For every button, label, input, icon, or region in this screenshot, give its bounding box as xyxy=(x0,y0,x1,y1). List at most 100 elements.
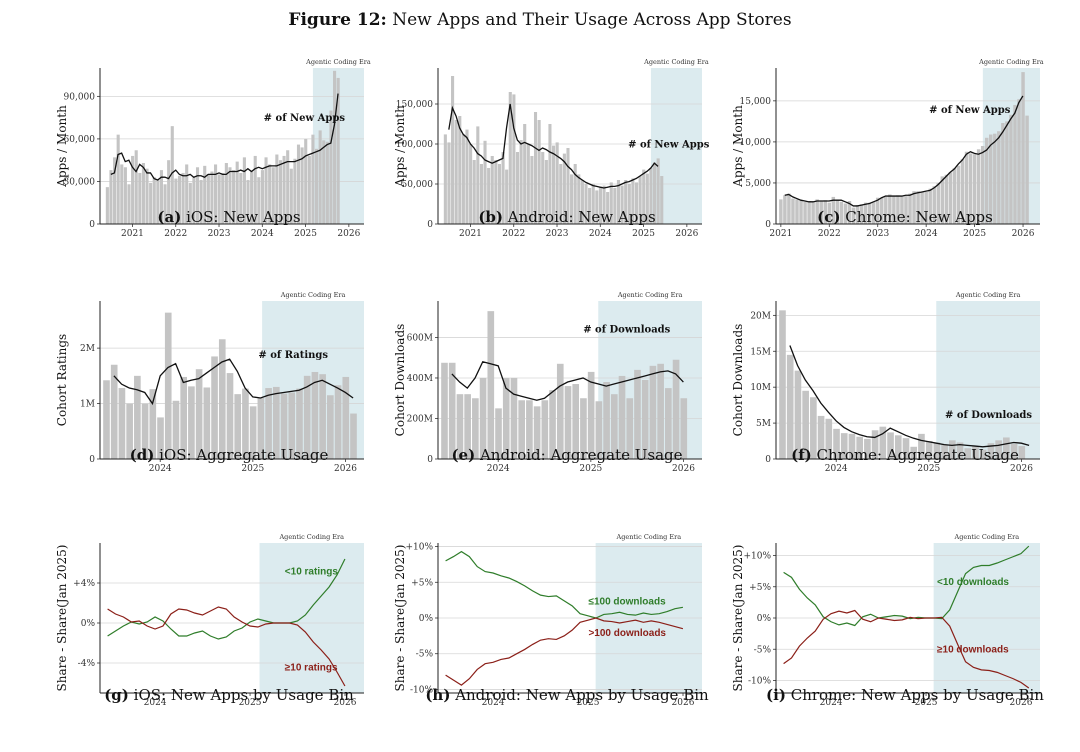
bar-c-57 xyxy=(1009,114,1013,224)
bar-f-17 xyxy=(910,446,918,459)
xtick-label-g-2: 2026 xyxy=(334,698,357,708)
ylabel-f: Cohort Downloads xyxy=(731,324,745,437)
annotation-d: # of Ratings xyxy=(258,350,328,361)
bar-b-6 xyxy=(465,129,469,224)
bar-f-5 xyxy=(817,415,825,459)
bar-c-22 xyxy=(867,202,872,224)
bar-c-6 xyxy=(803,201,807,224)
bar-e-25 xyxy=(634,369,641,459)
ytick-label-f-4: 20M xyxy=(750,311,771,321)
series-line-h-1 xyxy=(445,617,684,686)
bar-a-39 xyxy=(246,180,250,224)
bar-c-0 xyxy=(779,199,783,224)
bar-e-11 xyxy=(526,400,533,459)
bar-b-25 xyxy=(533,112,538,224)
caption-text-e: Android: Aggregate Usage xyxy=(475,446,683,464)
ytick-label-a-1: 30,000 xyxy=(64,177,96,187)
bar-d-22 xyxy=(272,386,280,459)
bar-f-29 xyxy=(1003,437,1010,459)
bar-d-32 xyxy=(350,413,357,459)
caption-f: (f) Chrome: Aggregate Usage xyxy=(736,446,1074,464)
bar-e-23 xyxy=(618,375,626,459)
bar-b-5 xyxy=(461,134,465,224)
xtick-label-b-0: 2021 xyxy=(459,229,482,239)
bar-d-3 xyxy=(126,403,133,459)
caption-text-g: iOS: New Apps by Usage Bin xyxy=(128,686,354,704)
xtick-label-c-1: 2022 xyxy=(818,229,841,239)
ytick-label-h-1: -5% xyxy=(416,650,434,660)
bar-d-23 xyxy=(280,393,288,459)
ytick-label-b-2: 100,000 xyxy=(396,140,433,150)
xtick-label-a-1: 2022 xyxy=(164,229,187,239)
bar-a-30 xyxy=(214,164,218,224)
bar-c-48 xyxy=(972,154,977,224)
bar-e-3 xyxy=(464,394,471,459)
bar-f-20 xyxy=(933,442,941,459)
caption-label-a: (a) xyxy=(157,208,182,226)
xtick-label-e-2: 2026 xyxy=(672,464,695,474)
bar-b-46 xyxy=(609,182,613,224)
bar-e-28 xyxy=(657,363,664,459)
xtick-label-c-5: 2026 xyxy=(1012,229,1035,239)
trend-line-e xyxy=(451,361,684,401)
xtick-label-f-2: 2026 xyxy=(1010,464,1033,474)
bar-e-10 xyxy=(518,400,525,459)
bar-b-16 xyxy=(501,152,505,224)
bar-b-51 xyxy=(627,184,631,224)
bar-b-34 xyxy=(566,148,570,224)
ytick-label-h-4: +10% xyxy=(405,543,433,553)
bar-b-40 xyxy=(588,188,592,224)
trend-line-d xyxy=(113,358,354,406)
xtick-label-a-3: 2024 xyxy=(251,229,274,239)
bar-c-24 xyxy=(875,197,880,224)
bar-f-24 xyxy=(964,448,972,459)
era-label-g: Agentic Coding Era xyxy=(278,533,344,541)
bar-b-4 xyxy=(458,116,462,224)
bar-e-27 xyxy=(649,365,657,459)
bar-e-19 xyxy=(587,371,595,459)
era-label-h: Agentic Coding Era xyxy=(616,533,682,541)
xtick-label-f-0: 2024 xyxy=(825,464,848,474)
bar-b-3 xyxy=(454,120,458,224)
bar-c-44 xyxy=(956,165,961,224)
bar-f-18 xyxy=(918,433,925,459)
bar-a-42 xyxy=(257,177,261,224)
bar-d-25 xyxy=(296,388,303,459)
bar-b-38 xyxy=(580,180,584,224)
bar-b-60 xyxy=(660,176,664,224)
ytick-label-i-4: +10% xyxy=(743,552,771,562)
bar-d-24 xyxy=(288,392,296,459)
bar-c-3 xyxy=(791,198,795,224)
bar-a-34 xyxy=(228,167,232,224)
bar-c-49 xyxy=(976,149,981,224)
bar-c-33 xyxy=(912,191,916,224)
bar-d-6 xyxy=(149,389,157,459)
bar-a-33 xyxy=(224,163,228,224)
caption-g: (g) iOS: New Apps by Usage Bin xyxy=(60,686,398,704)
bar-a-29 xyxy=(210,171,214,224)
series-line-i-1 xyxy=(783,609,1030,689)
bar-b-0 xyxy=(443,134,447,224)
bar-e-29 xyxy=(665,388,672,459)
series-label-h-0: ≤100 downloads xyxy=(588,597,666,608)
ytick-label-g-0: -4% xyxy=(78,659,96,669)
bar-a-60 xyxy=(322,140,326,224)
bar-b-29 xyxy=(548,124,552,224)
bar-a-11 xyxy=(145,168,149,224)
bar-c-28 xyxy=(892,196,896,224)
ytick-label-c-0: 0 xyxy=(765,220,771,230)
bar-b-11 xyxy=(483,140,487,224)
bar-e-4 xyxy=(472,398,479,459)
bar-c-50 xyxy=(980,146,985,224)
series-label-g-0: <10 ratings xyxy=(285,567,339,578)
bar-e-24 xyxy=(626,398,634,459)
ytick-label-h-2: 0% xyxy=(419,614,434,624)
bar-f-22 xyxy=(948,440,956,459)
bar-d-30 xyxy=(334,385,342,459)
bar-e-17 xyxy=(572,384,580,459)
bar-a-49 xyxy=(282,155,286,224)
bar-d-10 xyxy=(180,376,187,459)
bar-a-1 xyxy=(109,170,113,224)
caption-text-a: iOS: New Apps xyxy=(181,208,301,226)
